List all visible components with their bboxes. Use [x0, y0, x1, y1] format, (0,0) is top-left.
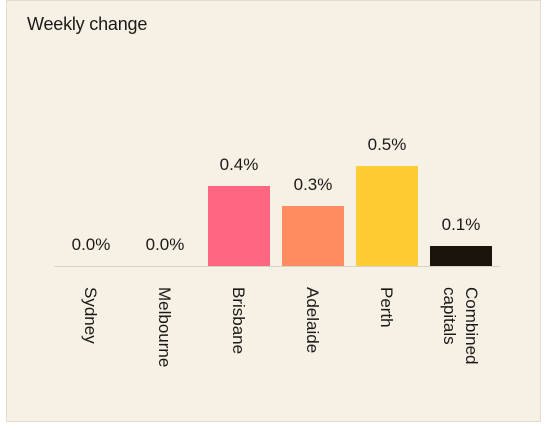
tick-label-adelaide: Adelaide: [303, 287, 322, 353]
bar-combined-capitals: [430, 246, 492, 266]
tick-label-line: Perth: [377, 287, 396, 328]
tick-label-line: Combined: [462, 287, 481, 365]
tick-label-perth: Perth: [377, 287, 396, 328]
tick-label-line: Sydney: [81, 287, 100, 344]
data-label-perth: 0.5%: [368, 135, 407, 154]
chart-title: Weekly change: [27, 14, 148, 34]
data-label-adelaide: 0.3%: [294, 175, 333, 194]
bar-brisbane: [208, 186, 270, 266]
tick-label-melbourne: Melbourne: [155, 287, 174, 367]
tick-label-sydney: Sydney: [81, 287, 100, 344]
data-label-sydney: 0.0%: [72, 235, 111, 254]
tick-label-line: Melbourne: [155, 287, 174, 367]
tick-label-line: Adelaide: [303, 287, 322, 353]
data-label-combined-capitals: 0.1%: [442, 215, 481, 234]
data-label-brisbane: 0.4%: [220, 155, 259, 174]
bar-adelaide: [282, 206, 344, 266]
tick-label-line: capitals: [440, 287, 459, 345]
data-label-melbourne: 0.0%: [146, 235, 185, 254]
bar-perth: [356, 166, 418, 266]
chart-card: Weekly change: [6, 0, 541, 422]
tick-label-brisbane: Brisbane: [229, 287, 248, 354]
tick-label-line: Brisbane: [229, 287, 248, 354]
